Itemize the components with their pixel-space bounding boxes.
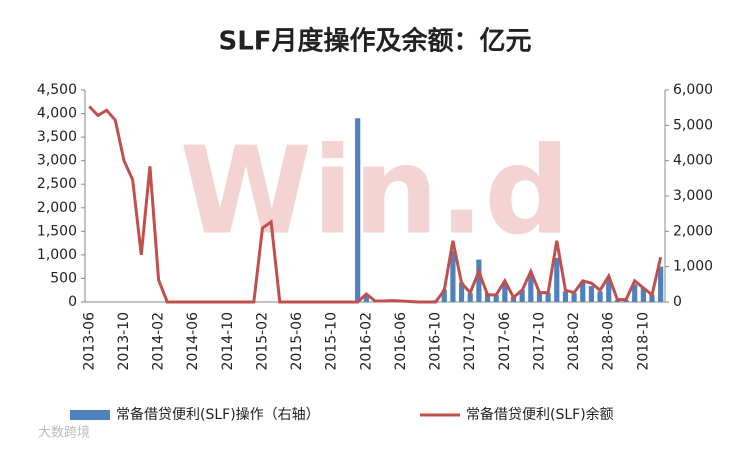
x-tick-label: 2015-06 (289, 312, 305, 371)
bar (536, 291, 543, 302)
bar (467, 293, 473, 302)
x-tick-label: 2016-06 (393, 312, 409, 371)
bar (545, 293, 551, 302)
bar (597, 291, 603, 302)
x-tick-label: 2017-02 (462, 312, 478, 371)
y-tick-label: 1,500 (37, 223, 77, 239)
bar (580, 282, 586, 302)
x-tick-label: 2016-10 (428, 312, 444, 371)
y-tick-label: 2,500 (37, 176, 77, 192)
bar (554, 257, 560, 302)
bar (528, 273, 534, 302)
bar (355, 118, 361, 303)
bar (562, 291, 569, 302)
x-tick-label: 2014-02 (151, 312, 167, 371)
bar (632, 284, 638, 302)
y-tick-label: 2,000 (37, 200, 77, 216)
x-tick-label: 2015-02 (254, 312, 270, 371)
bar (649, 294, 655, 302)
y-tick-label: 500 (50, 270, 77, 286)
bar (458, 282, 465, 302)
y-tick-label: 0 (68, 294, 77, 310)
bar (510, 296, 517, 302)
x-tick-label: 2014-10 (220, 312, 236, 371)
bar (640, 287, 646, 302)
y2-tick-label: 5,000 (673, 117, 713, 133)
chart-title: SLF月度操作及余额：亿元 (218, 26, 531, 57)
y-tick-label: 4,500 (37, 82, 77, 98)
x-tick-label: 2013-06 (81, 312, 97, 371)
bar (450, 250, 456, 302)
bar (493, 294, 499, 302)
line (88, 105, 663, 304)
y-tick-label: 3,500 (37, 129, 77, 145)
legend-label: 常备借贷便利(SLF)操作（右轴） (116, 406, 320, 423)
x-tick-label: 2017-10 (531, 312, 547, 371)
bar (363, 294, 369, 302)
y-tick-label: 3,000 (37, 153, 77, 169)
legend-swatch (70, 410, 110, 420)
y-tick-label: 1,000 (37, 247, 77, 263)
bar (658, 266, 664, 302)
watermark: Win.d (180, 123, 570, 262)
x-tick-label: 2014-06 (185, 312, 201, 371)
x-tick-label: 2017-06 (497, 312, 513, 371)
bar (571, 293, 577, 302)
x-tick-label: 2016-02 (358, 312, 374, 371)
y2-tick-label: 4,000 (673, 153, 713, 169)
bar (502, 282, 508, 302)
y2-tick-label: 6,000 (673, 82, 713, 98)
y-tick-label: 4,000 (37, 106, 77, 122)
x-tick-label: 2015-10 (324, 312, 340, 371)
bar (441, 289, 447, 302)
y2-tick-label: 3,000 (673, 188, 713, 204)
bar (476, 259, 482, 302)
y2-tick-label: 1,000 (673, 259, 713, 275)
bar (606, 279, 612, 302)
bar (484, 293, 491, 302)
x-tick-label: 2018-06 (601, 312, 617, 371)
x-tick-label: 2013-10 (116, 312, 132, 371)
x-tick-label: 2018-02 (566, 312, 582, 371)
y2-tick-label: 0 (673, 294, 682, 310)
source-mark: 大数跨境 (38, 426, 90, 441)
bar (588, 286, 595, 302)
y2-tick-label: 2,000 (673, 223, 713, 239)
bar (519, 289, 525, 302)
x-tick-label: 2018-10 (635, 312, 651, 371)
legend-label: 常备借贷便利(SLF)余额 (466, 406, 614, 423)
